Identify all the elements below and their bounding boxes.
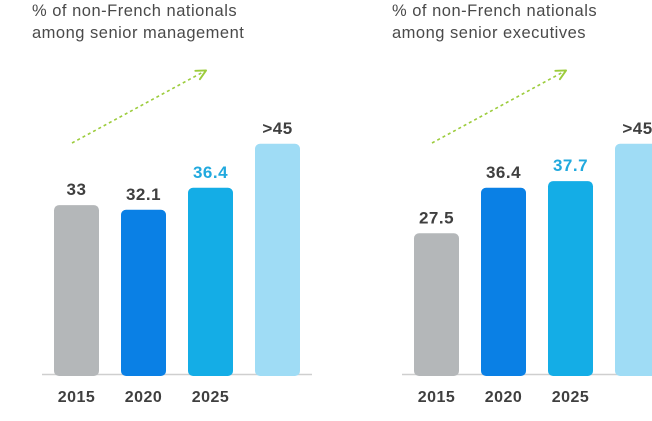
chart-panel-senior-management: % of non-French nationals among senior m…: [32, 0, 352, 421]
chart-title-line-1: % of non-French nationals: [392, 2, 598, 20]
data-label: 37.7: [553, 156, 588, 175]
chart-title-line-1: % of non-French nationals: [32, 2, 238, 20]
x-tick-label: 2020: [485, 389, 523, 406]
bar-2020: [121, 209, 166, 376]
trend-arrow: [431, 69, 568, 144]
data-label: 27.5: [419, 208, 454, 227]
bar-chart-senior-management: 33 2015 32.1 2020 36.4 2025 >45: [42, 69, 312, 406]
chart-title: % of non-French nationals among senior e…: [392, 0, 597, 44]
bar-chart-senior-executives: 27.5 2015 36.4 2020 37.7 2025 >45: [402, 69, 652, 406]
bar-2025: [548, 181, 593, 376]
bar-target: [255, 143, 300, 376]
data-label: 36.4: [193, 163, 228, 182]
x-tick-label: 2015: [418, 389, 456, 406]
chart-title-line-2: among senior management: [32, 24, 245, 42]
chart-title-line-2: among senior executives: [392, 24, 587, 42]
bar-2015: [54, 205, 99, 376]
x-tick-label: 2015: [58, 389, 96, 406]
data-label: >45: [262, 119, 292, 138]
data-label: 33: [67, 180, 87, 199]
data-label: >45: [622, 119, 652, 138]
chart-panel-senior-executives: % of non-French nationals among senior e…: [392, 0, 652, 421]
bar-2025: [188, 187, 233, 376]
chart-title: % of non-French nationals among senior m…: [32, 0, 244, 44]
x-tick-label: 2025: [192, 389, 230, 406]
data-label: 36.4: [486, 163, 521, 182]
x-tick-label: 2020: [125, 389, 163, 406]
trend-arrow: [71, 69, 208, 144]
bar-2020: [481, 187, 526, 376]
x-tick-label: 2025: [552, 389, 590, 406]
bar-target: [615, 143, 652, 376]
bar-2015: [414, 233, 459, 376]
data-label: 32.1: [126, 185, 161, 204]
